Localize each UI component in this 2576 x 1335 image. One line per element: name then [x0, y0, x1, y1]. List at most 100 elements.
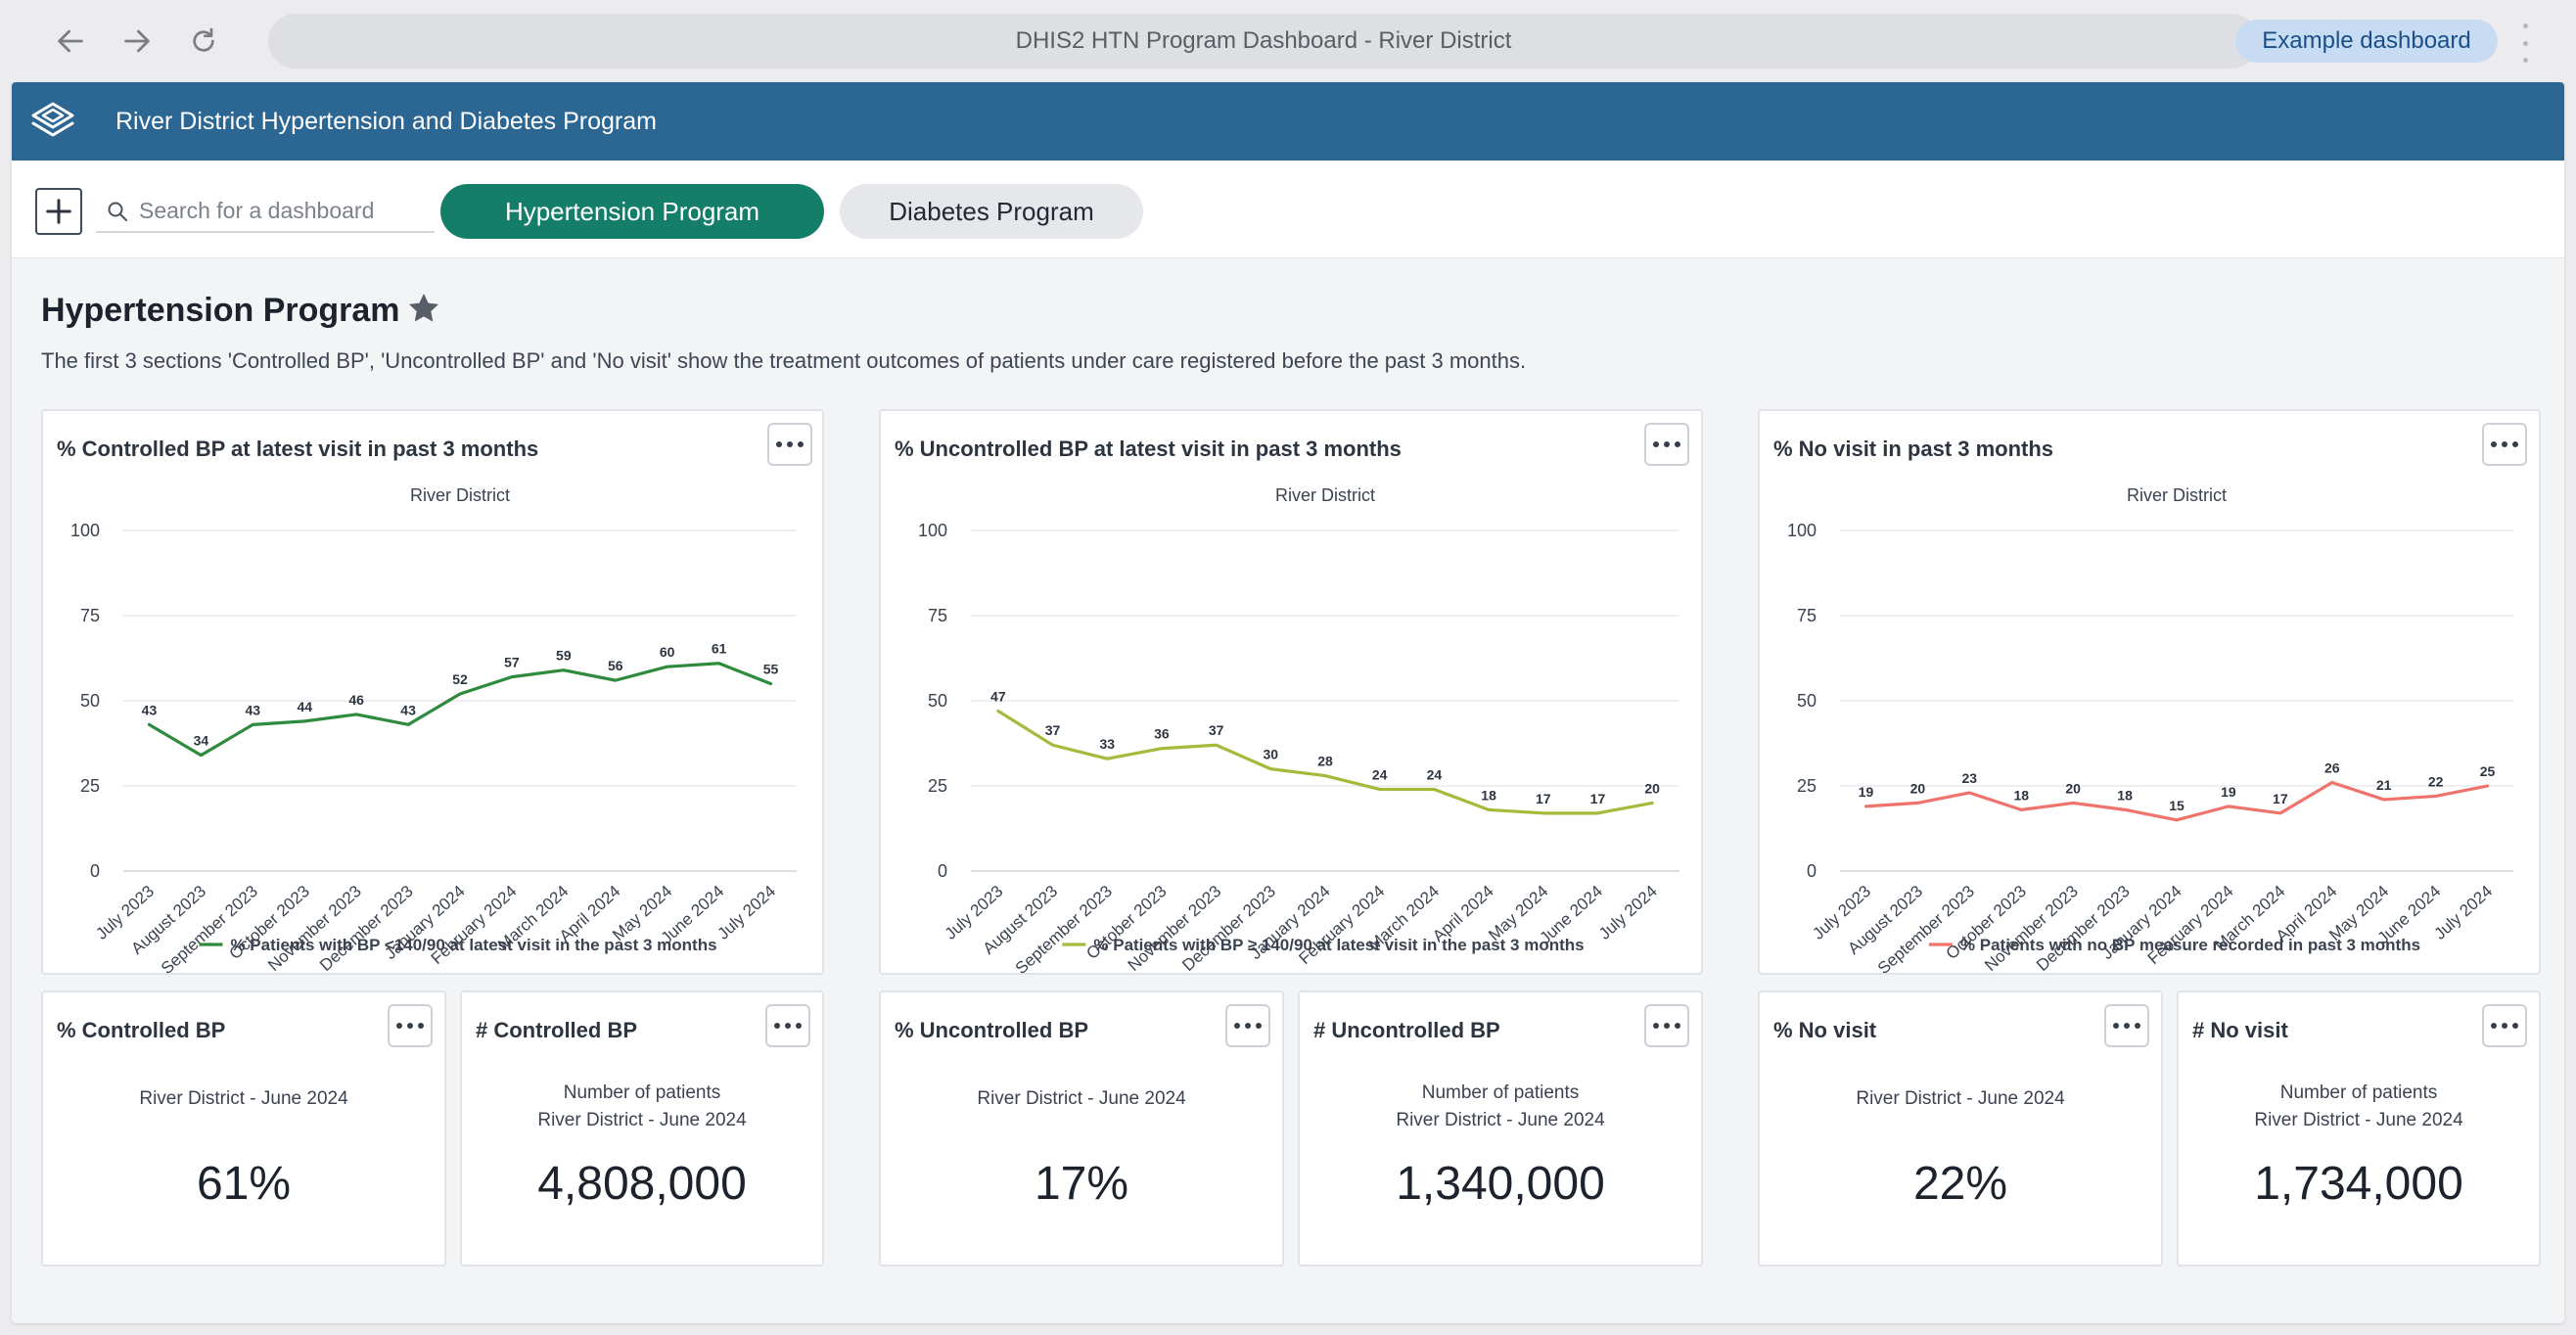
single-value-subtitle: River District - June 2024 — [1856, 1088, 2065, 1109]
x-tick-label: November 2023 — [1125, 882, 1225, 973]
data-label: 44 — [297, 699, 312, 714]
reload-button[interactable] — [176, 14, 231, 69]
data-label: 56 — [608, 658, 623, 673]
data-label: 60 — [660, 644, 675, 660]
data-label: 26 — [2324, 760, 2340, 776]
chart-title: % No visit in past 3 months — [1773, 437, 2054, 461]
data-label: 33 — [1099, 736, 1115, 752]
y-tick-label: 0 — [90, 861, 100, 881]
x-tick-label: December 2023 — [316, 882, 417, 973]
more-options-button[interactable] — [388, 1004, 433, 1047]
data-label: 18 — [2117, 787, 2133, 803]
data-label: 36 — [1154, 726, 1170, 742]
data-label: 52 — [452, 671, 468, 687]
chart-title: % Controlled BP at latest visit in past … — [57, 437, 539, 461]
data-label: 43 — [400, 702, 416, 717]
more-options-button[interactable] — [2482, 423, 2527, 466]
single-value-card-num-no-visit: # No visit Number of patients River Dist… — [2177, 990, 2541, 1266]
data-label: 25 — [2480, 763, 2496, 779]
series-line — [147, 662, 773, 758]
single-value-title: % Uncontrolled BP — [895, 1018, 1089, 1042]
chip-hypertension-program[interactable]: Hypertension Program — [440, 184, 824, 239]
y-tick-label: 100 — [70, 521, 100, 540]
single-value-caption: Number of patients — [2279, 1082, 2438, 1103]
chip-diabetes-program[interactable]: Diabetes Program — [840, 184, 1143, 239]
single-value-card-num-controlled: # Controlled BP Number of patients River… — [460, 990, 824, 1266]
chart-card-controlled-bp: % Controlled BP at latest visit in past … — [41, 409, 824, 975]
single-value-title: # Uncontrolled BP — [1313, 1018, 1500, 1042]
single-value-card-num-uncontrolled: # Uncontrolled BP Number of patients Riv… — [1298, 990, 1703, 1266]
data-label: 28 — [1317, 754, 1333, 769]
arrow-right-icon — [124, 29, 150, 53]
x-tick-label: December 2023 — [2033, 882, 2134, 973]
single-value-number: 61% — [196, 1158, 292, 1210]
data-label: 17 — [2273, 791, 2288, 806]
single-value-title: # Controlled BP — [476, 1018, 638, 1042]
back-button[interactable] — [43, 14, 98, 69]
y-tick-label: 75 — [1797, 606, 1817, 625]
data-label: 24 — [1427, 766, 1443, 782]
single-value-number: 1,734,000 — [2254, 1158, 2463, 1210]
more-options-button[interactable] — [1644, 1004, 1689, 1047]
y-tick-label: 25 — [1797, 776, 1817, 796]
data-label: 43 — [246, 702, 261, 717]
chart-subtitle: River District — [2127, 485, 2227, 505]
y-tick-label: 50 — [928, 691, 947, 711]
more-options-button[interactable] — [2482, 1004, 2527, 1047]
x-tick-label: July 2024 — [2430, 882, 2496, 944]
browser-menu-icon[interactable] — [2515, 23, 2535, 63]
data-label: 20 — [1910, 780, 1926, 796]
y-tick-label: 0 — [1807, 861, 1817, 881]
data-label: 37 — [1045, 722, 1061, 738]
single-value-subtitle: River District - June 2024 — [2254, 1110, 2463, 1130]
single-value-title: # No visit — [2192, 1018, 2288, 1042]
data-label: 34 — [194, 733, 209, 749]
star-icon[interactable] — [405, 290, 442, 327]
data-label: 22 — [2428, 773, 2444, 789]
search-input[interactable] — [139, 194, 429, 227]
data-label: 21 — [2376, 777, 2392, 793]
add-dashboard-button[interactable] — [35, 188, 82, 235]
series-line — [1863, 780, 2490, 822]
single-value-caption: Number of patients — [563, 1082, 721, 1103]
single-value-number: 17% — [1034, 1158, 1129, 1210]
dashboard-description: The first 3 sections 'Controlled BP', 'U… — [41, 348, 1527, 373]
more-options-button[interactable] — [2104, 1004, 2149, 1047]
y-tick-label: 75 — [80, 606, 100, 625]
single-value-subtitle: River District - June 2024 — [139, 1088, 348, 1109]
dashboard-control-bar — [12, 161, 2564, 258]
dashboard-title: Hypertension Program — [41, 292, 400, 329]
address-bar[interactable]: DHIS2 HTN Program Dashboard - River Dist… — [268, 14, 2259, 69]
data-label: 24 — [1372, 766, 1388, 782]
single-value-number: 1,340,000 — [1396, 1158, 1605, 1210]
data-label: 19 — [1859, 784, 1874, 800]
data-label: 17 — [1536, 791, 1551, 806]
more-options-button[interactable] — [765, 1004, 810, 1047]
y-tick-label: 50 — [80, 691, 100, 711]
data-label: 55 — [763, 662, 779, 677]
series-line — [996, 709, 1654, 815]
app-title: River District Hypertension and Diabetes… — [115, 108, 657, 135]
arrow-left-icon — [58, 29, 83, 53]
x-tick-label: November 2023 — [1981, 882, 2082, 973]
example-dashboard-button[interactable]: Example dashboard — [2235, 20, 2498, 63]
data-label: 20 — [1644, 780, 1660, 796]
more-options-button[interactable] — [1225, 1004, 1270, 1047]
more-options-button[interactable] — [767, 423, 812, 466]
y-tick-label: 100 — [918, 521, 947, 540]
forward-button[interactable] — [110, 14, 164, 69]
single-value-caption: Number of patients — [1421, 1082, 1580, 1103]
search-icon — [108, 202, 127, 221]
chart-card-no-visit: % No visit in past 3 months River Distri… — [1758, 409, 2541, 975]
y-tick-label: 50 — [1797, 691, 1817, 711]
x-tick-label: July 2024 — [1595, 882, 1661, 944]
chart-subtitle: River District — [1275, 485, 1375, 505]
more-options-button[interactable] — [1644, 423, 1689, 466]
data-label: 15 — [2169, 798, 2185, 813]
y-tick-label: 25 — [928, 776, 947, 796]
data-label: 17 — [1590, 791, 1606, 806]
dhis2-logo-icon — [31, 102, 74, 137]
